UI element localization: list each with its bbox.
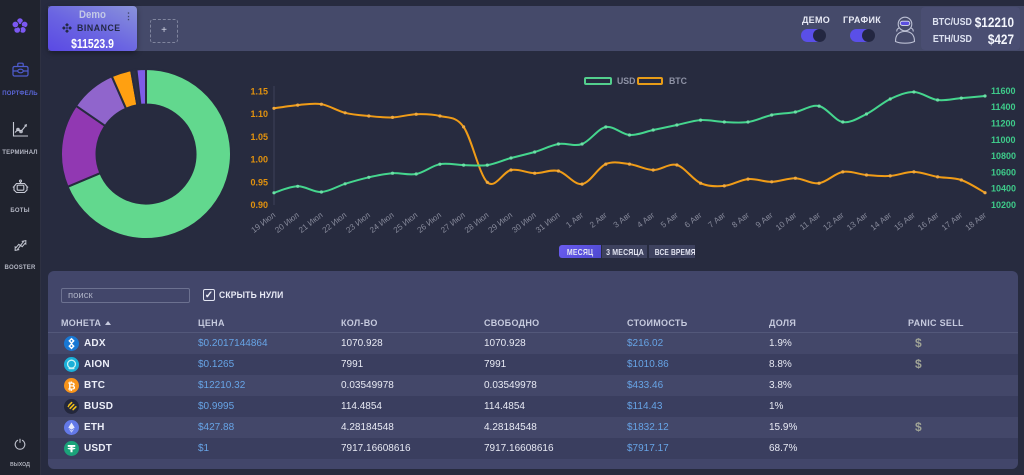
svg-text:10800: 10800	[991, 151, 1016, 161]
svg-text:11400: 11400	[991, 102, 1016, 112]
svg-text:22 Июл: 22 Июл	[321, 210, 349, 234]
svg-text:19 Июл: 19 Июл	[250, 210, 278, 234]
svg-text:16 Авг: 16 Авг	[916, 210, 941, 232]
svg-text:1.05: 1.05	[250, 132, 268, 142]
svg-text:10200: 10200	[991, 200, 1016, 210]
svg-text:11200: 11200	[991, 119, 1016, 129]
svg-text:10400: 10400	[991, 184, 1016, 194]
svg-text:2 Авг: 2 Авг	[588, 210, 609, 229]
svg-text:12 Авг: 12 Авг	[821, 210, 846, 232]
svg-text:11000: 11000	[991, 135, 1016, 145]
svg-text:26 Июл: 26 Июл	[416, 210, 444, 234]
svg-text:14 Авг: 14 Авг	[869, 210, 894, 232]
svg-text:18 Авг: 18 Авг	[964, 210, 989, 232]
svg-text:10600: 10600	[991, 167, 1016, 177]
svg-text:21 Июл: 21 Июл	[297, 210, 325, 234]
svg-text:11 Авг: 11 Авг	[798, 210, 822, 232]
svg-text:9 Авг: 9 Авг	[754, 210, 775, 229]
svg-text:20 Июл: 20 Июл	[273, 210, 301, 234]
svg-text:29 Июл: 29 Июл	[487, 210, 515, 234]
svg-text:5 Авг: 5 Авг	[659, 210, 680, 229]
svg-text:₿: ₿	[67, 381, 75, 392]
svg-text:10 Авг: 10 Авг	[774, 210, 799, 232]
svg-text:1 Авг: 1 Авг	[564, 210, 585, 229]
svg-text:25 Июл: 25 Июл	[392, 210, 420, 234]
svg-text:30 Июл: 30 Июл	[510, 210, 538, 234]
svg-text:28 Июл: 28 Июл	[463, 210, 491, 234]
svg-text:7 Авг: 7 Авг	[707, 210, 728, 229]
svg-text:17 Авг: 17 Авг	[940, 210, 965, 232]
svg-text:27 Июл: 27 Июл	[439, 210, 467, 234]
svg-text:23 Июл: 23 Июл	[344, 210, 372, 234]
svg-text:1.10: 1.10	[250, 109, 268, 119]
svg-text:15 Авг: 15 Авг	[893, 210, 918, 232]
svg-text:0.90: 0.90	[250, 200, 268, 210]
svg-text:1.15: 1.15	[250, 87, 268, 97]
svg-text:24 Июл: 24 Июл	[368, 210, 396, 234]
svg-text:13 Авг: 13 Авг	[845, 210, 870, 232]
svg-text:1.00: 1.00	[250, 155, 268, 165]
svg-text:3 Авг: 3 Авг	[612, 210, 633, 229]
svg-text:4 Авг: 4 Авг	[635, 210, 656, 229]
svg-text:0.95: 0.95	[250, 177, 268, 187]
svg-text:8 Авг: 8 Авг	[730, 210, 751, 229]
svg-text:6 Авг: 6 Авг	[683, 210, 704, 229]
svg-text:11600: 11600	[991, 86, 1016, 96]
svg-text:31 Июл: 31 Июл	[534, 210, 562, 234]
